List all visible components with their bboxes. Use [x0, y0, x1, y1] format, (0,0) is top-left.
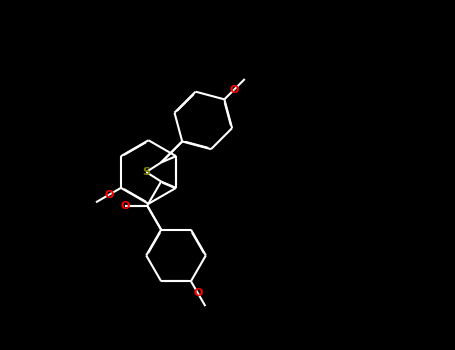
Text: O: O [104, 190, 114, 200]
Text: O: O [229, 85, 239, 95]
Text: S: S [142, 167, 150, 177]
Text: O: O [193, 288, 202, 298]
Text: O: O [121, 201, 130, 211]
